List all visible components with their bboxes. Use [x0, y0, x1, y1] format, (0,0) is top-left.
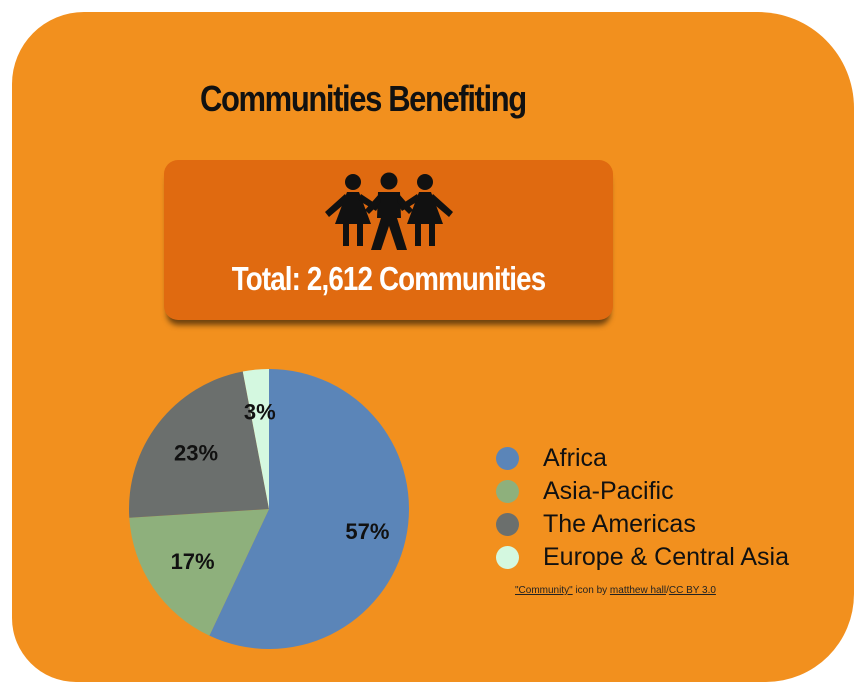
infographic-card: Communities Benefiting	[12, 12, 854, 682]
community-people-icon	[325, 172, 453, 250]
credit-text: icon by	[572, 585, 610, 596]
pie-slice-asia-pacific	[129, 509, 269, 636]
pie-label-africa: 57%	[345, 519, 389, 544]
legend-swatch-asia-pacific	[496, 480, 519, 503]
pie-slice-the-americas	[129, 371, 269, 518]
pie-label-the-americas: 23%	[174, 440, 218, 465]
legend-item-asia-pacific: Asia-Pacific	[496, 475, 789, 508]
icon-credit: "Community" icon by matthew hall/CC BY 3…	[515, 585, 716, 596]
legend-swatch-africa	[496, 447, 519, 470]
credit-link-license[interactable]: CC BY 3.0	[668, 585, 716, 596]
pie-label-asia-pacific: 17%	[171, 549, 215, 574]
total-communities-label: Total: 2,612 Communities	[231, 260, 546, 297]
legend-label-the-americas: The Americas	[543, 510, 696, 538]
legend-label-africa: Africa	[543, 444, 607, 472]
credit-link-icon[interactable]: "Community"	[515, 585, 573, 596]
legend-item-the-americas: The Americas	[496, 508, 789, 541]
legend-swatch-the-americas	[496, 513, 519, 536]
credit-link-author[interactable]: matthew hall	[609, 585, 667, 596]
pie-chart: 57% 17% 23% 3%	[129, 369, 409, 649]
pie-slice-europe-central-asia	[242, 369, 269, 509]
legend-swatch-europe-central-asia	[496, 546, 519, 569]
legend-label-asia-pacific: Asia-Pacific	[543, 477, 674, 505]
chart-title: Communities Benefiting	[200, 78, 527, 119]
pie-label-europe-central-asia: 3%	[244, 399, 276, 424]
legend-item-africa: Africa	[496, 442, 789, 475]
legend-label-europe-central-asia: Europe & Central Asia	[543, 543, 789, 571]
total-communities-box: Total: 2,612 Communities	[164, 160, 613, 320]
chart-legend: Africa Asia-Pacific The Americas Europe …	[496, 442, 789, 574]
pie-slice-africa	[209, 369, 409, 649]
legend-item-europe-central-asia: Europe & Central Asia	[496, 541, 789, 574]
credit-separator: /	[666, 585, 669, 596]
